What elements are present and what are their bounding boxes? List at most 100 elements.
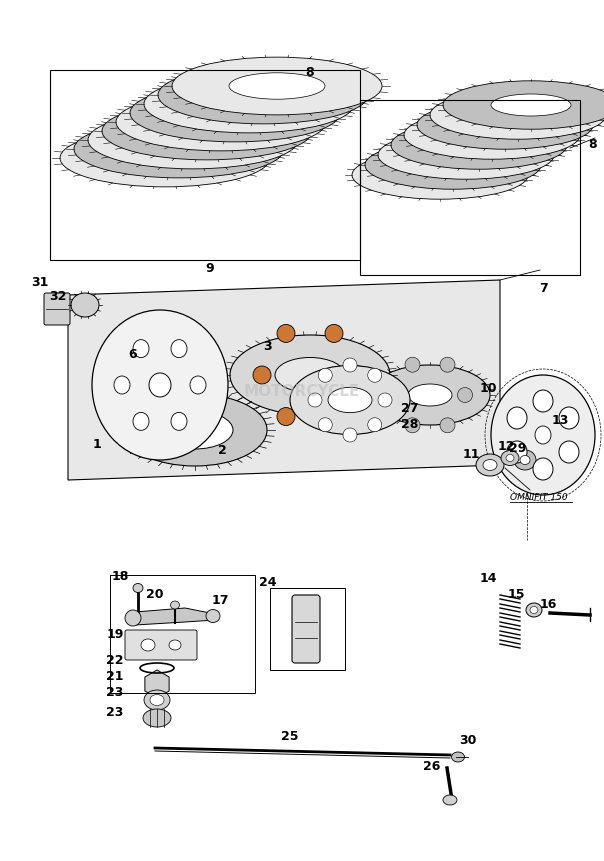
FancyBboxPatch shape <box>125 630 197 660</box>
Ellipse shape <box>133 584 143 592</box>
Bar <box>270 588 345 670</box>
Ellipse shape <box>388 387 402 402</box>
Ellipse shape <box>144 690 170 710</box>
Ellipse shape <box>478 104 558 126</box>
Ellipse shape <box>533 458 553 480</box>
Text: 8: 8 <box>306 65 314 78</box>
Text: 32: 32 <box>50 289 66 302</box>
Ellipse shape <box>277 325 295 343</box>
Ellipse shape <box>408 384 452 406</box>
Text: 14: 14 <box>479 572 496 585</box>
Ellipse shape <box>370 365 490 425</box>
Ellipse shape <box>465 114 545 136</box>
Ellipse shape <box>308 393 322 407</box>
Ellipse shape <box>483 460 497 470</box>
Ellipse shape <box>88 111 298 169</box>
Text: 18: 18 <box>111 571 129 584</box>
Ellipse shape <box>149 373 171 397</box>
Text: 24: 24 <box>259 575 277 589</box>
Ellipse shape <box>491 94 571 116</box>
Ellipse shape <box>404 111 580 159</box>
Text: 17: 17 <box>211 593 229 606</box>
Ellipse shape <box>201 90 297 117</box>
Ellipse shape <box>190 376 206 394</box>
Ellipse shape <box>439 134 519 156</box>
Ellipse shape <box>170 601 179 609</box>
Text: 26: 26 <box>423 759 441 772</box>
FancyBboxPatch shape <box>292 595 320 663</box>
Ellipse shape <box>328 387 372 412</box>
Ellipse shape <box>71 293 99 317</box>
Ellipse shape <box>514 450 536 470</box>
Text: 11: 11 <box>462 449 480 461</box>
Ellipse shape <box>507 441 527 463</box>
Ellipse shape <box>452 752 464 762</box>
Text: 21: 21 <box>106 670 124 683</box>
Text: 22: 22 <box>106 653 124 666</box>
Ellipse shape <box>368 369 382 382</box>
Ellipse shape <box>443 81 604 129</box>
Ellipse shape <box>144 75 354 133</box>
Ellipse shape <box>430 90 604 139</box>
Ellipse shape <box>506 455 514 461</box>
Text: 12: 12 <box>497 439 515 453</box>
Text: 8: 8 <box>589 139 597 152</box>
Ellipse shape <box>133 412 149 430</box>
Ellipse shape <box>325 325 343 343</box>
FancyBboxPatch shape <box>44 293 70 325</box>
Ellipse shape <box>130 84 340 142</box>
Ellipse shape <box>60 129 270 187</box>
Text: 27: 27 <box>401 401 419 414</box>
Ellipse shape <box>501 450 519 466</box>
Ellipse shape <box>457 387 472 402</box>
Ellipse shape <box>102 102 312 160</box>
Ellipse shape <box>158 66 368 124</box>
Ellipse shape <box>426 144 506 166</box>
Ellipse shape <box>325 407 343 425</box>
Ellipse shape <box>230 335 390 415</box>
Ellipse shape <box>150 695 164 705</box>
Ellipse shape <box>141 639 155 651</box>
Text: 15: 15 <box>507 589 525 602</box>
Ellipse shape <box>229 73 325 99</box>
Ellipse shape <box>452 124 532 146</box>
Text: 13: 13 <box>551 413 569 426</box>
Ellipse shape <box>443 795 457 805</box>
Text: 2: 2 <box>217 443 226 456</box>
Ellipse shape <box>290 366 410 435</box>
Ellipse shape <box>116 93 326 151</box>
Ellipse shape <box>169 640 181 650</box>
Ellipse shape <box>206 610 220 623</box>
Ellipse shape <box>133 339 149 357</box>
Text: 3: 3 <box>264 340 272 354</box>
Bar <box>360 100 580 275</box>
Ellipse shape <box>123 394 267 466</box>
Ellipse shape <box>400 164 480 186</box>
Ellipse shape <box>171 412 187 430</box>
Ellipse shape <box>117 145 213 171</box>
Ellipse shape <box>145 127 241 153</box>
Ellipse shape <box>343 428 357 442</box>
Ellipse shape <box>417 101 593 149</box>
Ellipse shape <box>143 709 171 727</box>
Ellipse shape <box>368 418 382 431</box>
Ellipse shape <box>352 151 528 199</box>
Text: 10: 10 <box>479 381 496 394</box>
Ellipse shape <box>533 390 553 412</box>
Ellipse shape <box>559 407 579 429</box>
Ellipse shape <box>131 136 227 162</box>
Ellipse shape <box>172 57 382 115</box>
Ellipse shape <box>440 418 455 433</box>
Text: OMNIFIT 150: OMNIFIT 150 <box>510 493 568 503</box>
Ellipse shape <box>535 426 551 444</box>
Ellipse shape <box>378 393 392 407</box>
Text: 9: 9 <box>206 262 214 275</box>
Ellipse shape <box>413 154 493 176</box>
Ellipse shape <box>275 357 345 393</box>
Ellipse shape <box>405 357 420 372</box>
Ellipse shape <box>215 82 311 108</box>
Text: 28: 28 <box>401 418 419 431</box>
Ellipse shape <box>491 375 595 495</box>
Ellipse shape <box>559 441 579 463</box>
Ellipse shape <box>187 100 283 127</box>
